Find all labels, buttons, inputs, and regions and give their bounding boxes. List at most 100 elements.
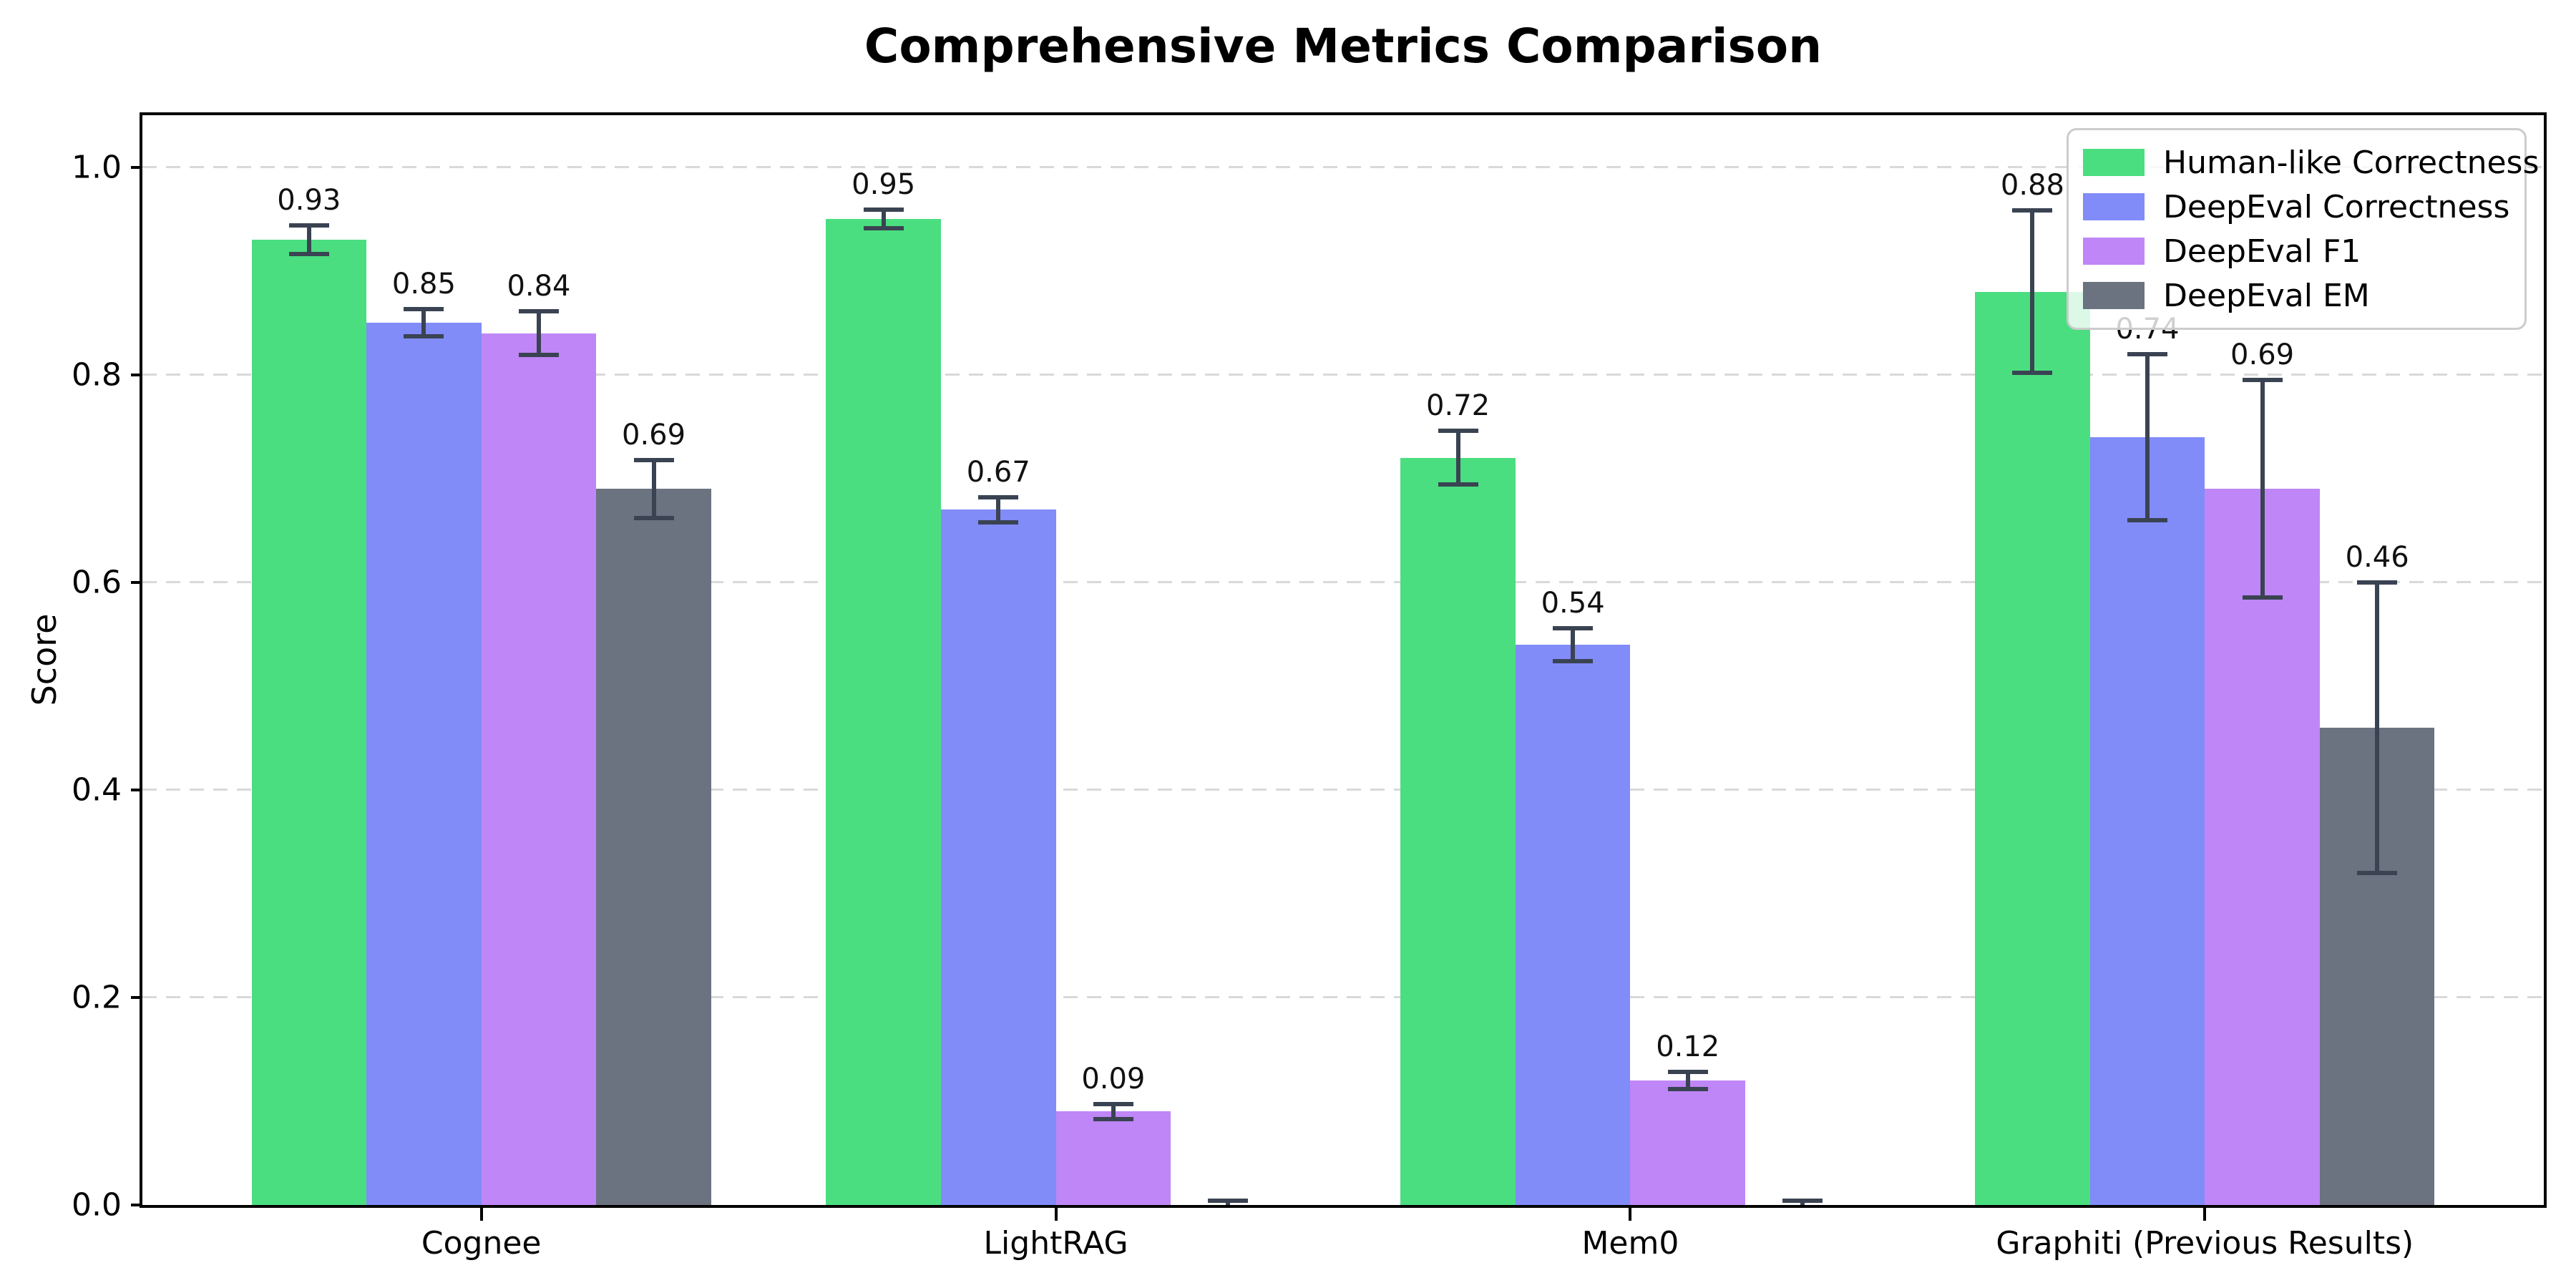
bar [1515, 644, 1631, 1205]
bar [2205, 489, 2320, 1205]
error-bar [996, 497, 1001, 522]
x-tick-label: Cognee [421, 1225, 542, 1262]
legend-swatch [2083, 282, 2145, 309]
gridline [142, 166, 2544, 169]
legend-item: Human-like Correctness [2083, 140, 2539, 185]
error-bar [1571, 628, 1576, 661]
bar [1400, 457, 1516, 1205]
value-label: 0.09 [1081, 1063, 1146, 1096]
x-tick [1054, 1208, 1058, 1221]
error-bar-cap [2012, 370, 2053, 375]
error-bar-cap [1438, 428, 1478, 433]
error-bar-cap [1782, 1199, 1823, 1204]
gridline [142, 581, 2544, 584]
y-tick [131, 373, 142, 376]
bar [2089, 436, 2205, 1205]
error-bar [2375, 582, 2380, 873]
bar [1630, 1080, 1745, 1205]
bar [596, 489, 711, 1205]
error-bar-cap [2357, 580, 2398, 585]
error-bar-cap [1093, 1116, 1133, 1121]
error-bar-cap [1553, 658, 1594, 663]
x-tick [2203, 1208, 2207, 1221]
error-bar-cap [2127, 517, 2168, 522]
y-tick [131, 580, 142, 584]
bar [1975, 291, 2090, 1205]
error-bar-cap [2012, 208, 2053, 213]
legend-swatch [2083, 238, 2145, 265]
legend-item-label: DeepEval F1 [2163, 233, 2361, 270]
y-tick [131, 788, 142, 791]
value-label: 0.67 [966, 455, 1030, 489]
value-label: 0.85 [391, 268, 456, 301]
legend-item: DeepEval EM [2083, 273, 2510, 318]
legend-item: DeepEval Correctness [2083, 185, 2510, 229]
error-bar-cap [2127, 351, 2168, 356]
error-bar-cap [518, 353, 559, 358]
value-label: 0.95 [852, 168, 916, 201]
error-bar-cap [518, 309, 559, 314]
x-tick [1629, 1208, 1632, 1221]
bar [1055, 1111, 1171, 1205]
error-bar-cap [1208, 1199, 1249, 1204]
error-bar-cap [1093, 1102, 1133, 1107]
gridline [142, 996, 2544, 999]
legend-item-label: DeepEval Correctness [2163, 188, 2510, 225]
plot-area: 0.930.950.720.880.850.670.540.740.840.09… [140, 112, 2547, 1208]
error-bar-cap [288, 223, 329, 228]
error-bar-cap [978, 494, 1019, 499]
error-bar-cap [633, 515, 674, 520]
error-bar-cap [288, 252, 329, 257]
error-bar [881, 210, 886, 229]
error-bar-cap [863, 208, 904, 212]
error-bar [2145, 353, 2150, 520]
error-bar-cap [633, 457, 674, 462]
error-bar-cap [1667, 1086, 1708, 1091]
x-tick [479, 1208, 483, 1221]
error-bar-cap [1667, 1070, 1708, 1075]
y-tick-label: 0.4 [72, 771, 122, 809]
legend-swatch [2083, 193, 2145, 220]
value-label: 0.69 [622, 418, 686, 452]
bar [366, 323, 482, 1205]
y-axis-title: Score [25, 613, 64, 706]
error-bar [306, 225, 311, 255]
x-tick-label: Mem0 [1581, 1225, 1679, 1262]
error-bar-cap [2357, 870, 2398, 875]
y-tick-label: 0.8 [72, 356, 122, 394]
error-bar [1111, 1104, 1116, 1119]
error-bar [536, 311, 541, 356]
value-label: 0.12 [1656, 1030, 1720, 1064]
bar [826, 219, 941, 1205]
y-tick [131, 995, 142, 999]
error-bar-cap [978, 519, 1019, 525]
error-bar-cap [404, 333, 444, 338]
y-tick [131, 165, 142, 169]
error-bar-cap [863, 226, 904, 231]
value-label: 0.93 [277, 183, 341, 217]
y-tick-label: 0.2 [72, 979, 122, 1016]
value-label: 0.88 [2000, 169, 2064, 203]
y-tick-label: 0.6 [72, 564, 122, 601]
error-bar-cap [1553, 625, 1594, 630]
y-tick-label: 0.0 [72, 1186, 122, 1224]
bar [940, 509, 1056, 1205]
error-bar [421, 309, 426, 336]
error-bar-cap [2242, 377, 2283, 382]
legend-item-label: Human-like Correctness [2163, 144, 2540, 181]
value-label: 0.46 [2345, 540, 2409, 574]
gridline [142, 789, 2544, 791]
x-tick-label: LightRAG [983, 1225, 1128, 1262]
error-bar [1455, 430, 1460, 485]
error-bar-cap [404, 307, 444, 312]
value-label: 0.72 [1426, 389, 1491, 422]
legend-item-label: DeepEval EM [2163, 277, 2370, 314]
chart-title: Comprehensive Metrics Comparison [864, 19, 1823, 74]
legend: Human-like Correctness DeepEval Correctne… [2067, 128, 2539, 330]
error-bar-cap [2242, 595, 2283, 600]
error-bar [2030, 210, 2035, 373]
error-bar [1685, 1072, 1690, 1089]
y-tick [131, 1204, 142, 1206]
y-tick-label: 1.0 [72, 149, 122, 186]
